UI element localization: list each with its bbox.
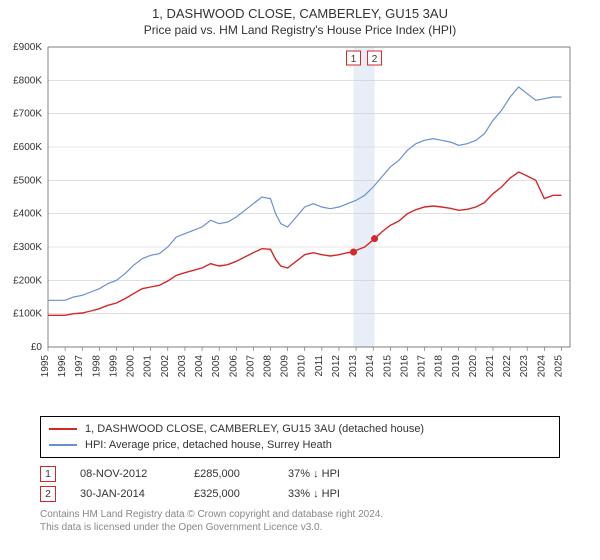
chart-title: 1, DASHWOOD CLOSE, CAMBERLEY, GU15 3AU bbox=[0, 6, 600, 21]
svg-text:1999: 1999 bbox=[108, 355, 119, 378]
sale-pct: 33% ↓ HPI bbox=[288, 488, 378, 500]
svg-text:2006: 2006 bbox=[228, 355, 239, 378]
svg-text:1997: 1997 bbox=[74, 355, 85, 378]
svg-text:1998: 1998 bbox=[91, 355, 102, 378]
svg-text:2018: 2018 bbox=[434, 355, 445, 378]
svg-text:2015: 2015 bbox=[382, 355, 393, 378]
title-block: 1, DASHWOOD CLOSE, CAMBERLEY, GU15 3AU P… bbox=[0, 0, 600, 37]
svg-text:2008: 2008 bbox=[262, 355, 273, 378]
chart-container: 1, DASHWOOD CLOSE, CAMBERLEY, GU15 3AU P… bbox=[0, 0, 600, 560]
sale-marker-icon: 2 bbox=[40, 486, 56, 502]
svg-text:£300K: £300K bbox=[13, 242, 42, 253]
svg-text:2014: 2014 bbox=[365, 355, 376, 378]
svg-text:£200K: £200K bbox=[13, 275, 42, 286]
svg-text:2017: 2017 bbox=[417, 355, 428, 378]
svg-text:2016: 2016 bbox=[399, 355, 410, 378]
svg-text:2010: 2010 bbox=[297, 355, 308, 378]
svg-text:2005: 2005 bbox=[211, 355, 222, 378]
svg-text:2020: 2020 bbox=[468, 355, 479, 378]
sale-date: 08-NOV-2012 bbox=[80, 468, 170, 480]
svg-text:2021: 2021 bbox=[485, 355, 496, 378]
sales-table: 1 08-NOV-2012 £285,000 37% ↓ HPI 2 30-JA… bbox=[40, 464, 560, 504]
svg-text:2000: 2000 bbox=[126, 355, 137, 378]
attribution: Contains HM Land Registry data © Crown c… bbox=[40, 508, 560, 534]
legend-item: HPI: Average price, detached house, Surr… bbox=[49, 437, 551, 453]
svg-text:£700K: £700K bbox=[13, 109, 42, 120]
table-row: 2 30-JAN-2014 £325,000 33% ↓ HPI bbox=[40, 484, 560, 504]
legend-label: 1, DASHWOOD CLOSE, CAMBERLEY, GU15 3AU (… bbox=[85, 423, 424, 435]
legend: 1, DASHWOOD CLOSE, CAMBERLEY, GU15 3AU (… bbox=[40, 416, 560, 458]
svg-text:£900K: £900K bbox=[13, 42, 42, 53]
svg-text:2002: 2002 bbox=[160, 355, 171, 378]
svg-text:2019: 2019 bbox=[451, 355, 462, 378]
svg-text:£400K: £400K bbox=[13, 209, 42, 220]
sale-price: £285,000 bbox=[194, 468, 264, 480]
svg-text:2022: 2022 bbox=[502, 355, 513, 378]
line-chart: £0 £100K £200K £300K £400K £500K £600K £700K £80… bbox=[0, 37, 600, 407]
legend-item: 1, DASHWOOD CLOSE, CAMBERLEY, GU15 3AU (… bbox=[49, 421, 551, 437]
svg-text:2013: 2013 bbox=[348, 355, 359, 378]
svg-text:£0: £0 bbox=[31, 342, 43, 353]
sale-price: £325,000 bbox=[194, 488, 264, 500]
sale-marker-icon: 1 bbox=[40, 466, 56, 482]
svg-text:2001: 2001 bbox=[143, 355, 154, 378]
svg-text:2007: 2007 bbox=[245, 355, 256, 378]
attribution-line: Contains HM Land Registry data © Crown c… bbox=[40, 508, 560, 521]
svg-text:2009: 2009 bbox=[280, 355, 291, 378]
chart-subtitle: Price paid vs. HM Land Registry's House … bbox=[0, 23, 600, 37]
legend-swatch bbox=[49, 444, 77, 446]
svg-text:2024: 2024 bbox=[536, 355, 547, 378]
svg-text:2012: 2012 bbox=[331, 355, 342, 378]
svg-text:2023: 2023 bbox=[519, 355, 530, 378]
svg-text:£100K: £100K bbox=[13, 309, 42, 320]
svg-text:2004: 2004 bbox=[194, 355, 205, 378]
svg-text:1: 1 bbox=[351, 54, 357, 65]
svg-text:2011: 2011 bbox=[314, 355, 325, 377]
legend-label: HPI: Average price, detached house, Surr… bbox=[85, 439, 332, 451]
svg-text:£800K: £800K bbox=[13, 75, 42, 86]
svg-text:1996: 1996 bbox=[57, 355, 68, 378]
svg-text:£500K: £500K bbox=[13, 175, 42, 186]
sale-pct: 37% ↓ HPI bbox=[288, 468, 378, 480]
sale-date: 30-JAN-2014 bbox=[80, 488, 170, 500]
table-row: 1 08-NOV-2012 £285,000 37% ↓ HPI bbox=[40, 464, 560, 484]
legend-swatch bbox=[49, 428, 77, 430]
svg-text:2025: 2025 bbox=[553, 355, 564, 378]
attribution-line: This data is licensed under the Open Gov… bbox=[40, 521, 560, 534]
svg-text:2: 2 bbox=[372, 54, 378, 65]
svg-text:£600K: £600K bbox=[13, 142, 42, 153]
svg-text:1995: 1995 bbox=[40, 355, 51, 378]
svg-text:2003: 2003 bbox=[177, 355, 188, 378]
